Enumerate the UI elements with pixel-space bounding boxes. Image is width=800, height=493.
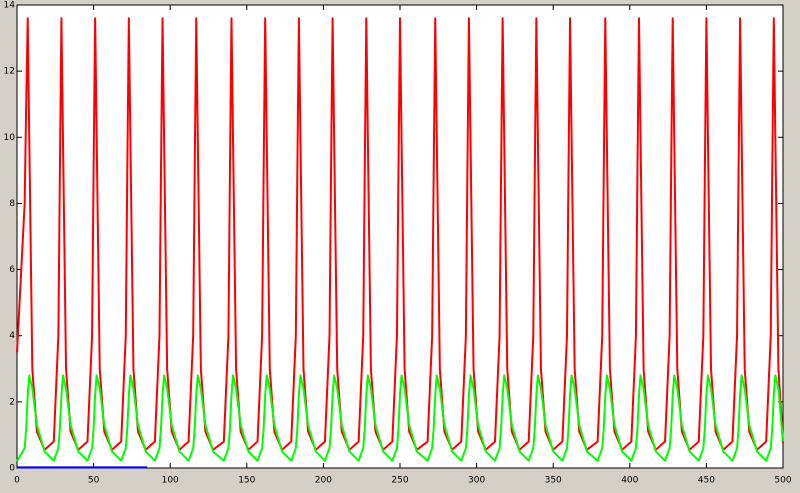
x-tick-label: 350	[545, 476, 562, 486]
x-tick-label: 200	[315, 476, 332, 486]
x-tick-label: 100	[162, 476, 179, 486]
y-tick-label: 6	[9, 265, 15, 275]
x-tick-label: 500	[774, 476, 791, 486]
series-line	[16, 17, 784, 451]
x-tick-label: 300	[468, 476, 485, 486]
x-tick-label: 400	[621, 476, 638, 486]
y-tick-label: 10	[4, 133, 16, 143]
x-tick-label: 50	[88, 476, 100, 486]
y-tick-label: 8	[9, 199, 15, 209]
y-tick-label: 0	[9, 464, 15, 474]
series-line	[16, 374, 784, 462]
y-tick-label: 2	[9, 397, 15, 407]
y-tick-label: 14	[4, 1, 16, 11]
y-tick-label: 4	[9, 331, 15, 341]
x-tick-label: 0	[14, 476, 20, 486]
x-tick-label: 450	[698, 476, 715, 486]
x-tick-label: 250	[391, 476, 408, 486]
y-tick-label: 12	[4, 67, 15, 77]
x-tick-label: 150	[238, 476, 255, 486]
